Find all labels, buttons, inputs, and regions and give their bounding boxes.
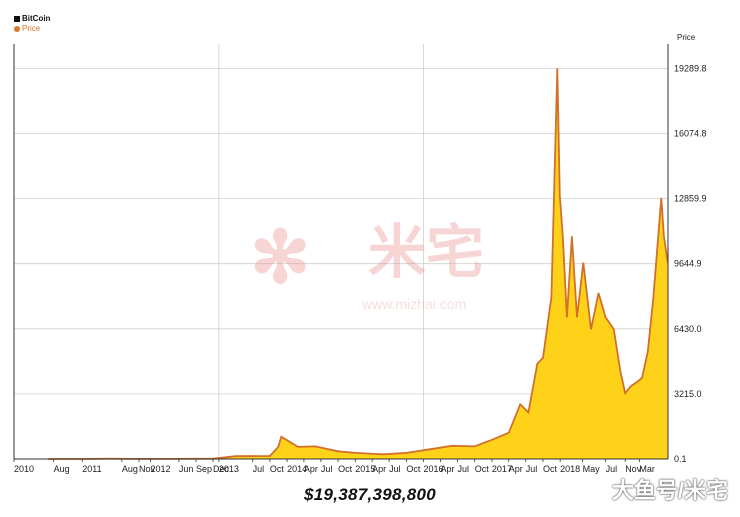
grid-lines xyxy=(14,44,668,460)
x-tick-label: 2016 xyxy=(424,464,444,474)
x-tick-label: Oct xyxy=(475,464,490,474)
watermark-logo-icon: ✻ xyxy=(250,218,311,298)
legend-series-swatch xyxy=(14,16,20,22)
x-tick-label: 2018 xyxy=(560,464,580,474)
x-tick-label: 2012 xyxy=(150,464,170,474)
x-tick-label: Sep xyxy=(196,464,212,474)
x-tick-label: Apr xyxy=(441,464,455,474)
legend: BitCoin Price xyxy=(14,14,50,34)
x-tick-label: 2014 xyxy=(287,464,307,474)
x-tick-label: Jul xyxy=(606,464,618,474)
x-tick-label: 2017 xyxy=(492,464,512,474)
price-line xyxy=(47,68,669,460)
x-tick-label: May xyxy=(583,464,601,474)
price-area xyxy=(14,68,668,460)
x-tick-label: Dec xyxy=(213,464,230,474)
x-tick-label: Aug xyxy=(122,464,138,474)
x-tick-label: Apr xyxy=(304,464,318,474)
x-tick-label: Jul xyxy=(253,464,265,474)
y-tick-label: 16074.8 xyxy=(674,128,707,138)
watermark: ✻ 米宅 www.mizhai.com xyxy=(250,214,515,314)
x-tick-label: Apr xyxy=(509,464,523,474)
x-tick-label: Mar xyxy=(639,464,655,474)
x-tick-label: Jul xyxy=(458,464,470,474)
x-tick-label: 2010 xyxy=(14,464,34,474)
y-axis-title: Price xyxy=(677,33,696,42)
y-tick-label: 3215.0 xyxy=(674,389,702,399)
x-tick-label: 2011 xyxy=(82,464,101,474)
x-tick-label: Jul xyxy=(389,464,401,474)
x-tick-label: Jul xyxy=(526,464,538,474)
x-tick-label: Aug xyxy=(54,464,70,474)
y-tick-label: 12859.9 xyxy=(674,194,707,204)
watermark-text: 米宅 xyxy=(368,220,485,285)
y-tick-label: 19289.8 xyxy=(674,63,707,73)
watermark-url: www.mizhai.com xyxy=(362,296,467,312)
y-axis-ticks: 0.1 3215.0 6430.0 9644.9 12859.9 16074.8 19289… xyxy=(674,63,707,464)
x-tick-label: Oct xyxy=(270,464,285,474)
market-cap-caption: $19,387,398,800 xyxy=(303,485,437,504)
legend-series-name: BitCoin xyxy=(22,14,51,23)
x-tick-label: Nov xyxy=(625,464,642,474)
x-tick-label: Nov xyxy=(139,464,156,474)
x-tick-label: Oct xyxy=(338,464,353,474)
x-tick-label: 2013 xyxy=(219,464,239,474)
x-tick-label: 2015 xyxy=(355,464,375,474)
y-tick-label: 6430.0 xyxy=(674,324,702,334)
corner-watermark: 大鱼号/米宅 xyxy=(611,478,728,503)
legend-price-swatch xyxy=(14,26,20,32)
y-tick-label: 9644.9 xyxy=(674,259,702,269)
legend-price-label: Price xyxy=(22,24,41,33)
x-tick-label: Jun xyxy=(179,464,194,474)
x-tick-label: Oct xyxy=(406,464,421,474)
x-tick-label: Oct xyxy=(543,464,558,474)
y-tick-label: 0.1 xyxy=(674,454,687,464)
x-tick-label: Jul xyxy=(321,464,333,474)
x-tick-label: Apr xyxy=(372,464,386,474)
